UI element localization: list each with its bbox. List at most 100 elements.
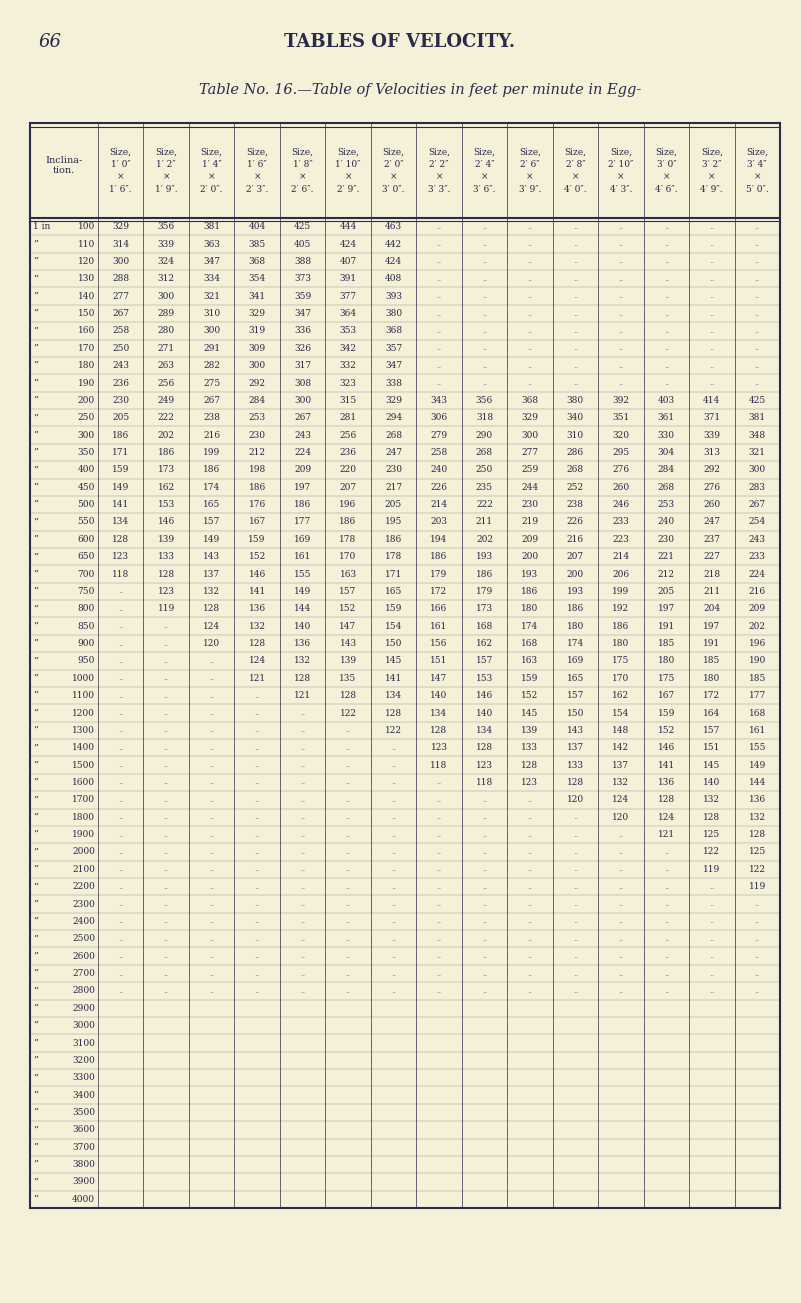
- Text: 186: 186: [203, 465, 220, 474]
- Text: 247: 247: [703, 517, 720, 526]
- Text: 284: 284: [248, 396, 266, 405]
- Text: ..: ..: [255, 934, 260, 943]
- Text: 317: 317: [294, 361, 311, 370]
- Text: 145: 145: [384, 657, 402, 666]
- Text: 243: 243: [112, 361, 129, 370]
- Text: ..: ..: [118, 622, 123, 631]
- Text: ”: ”: [33, 674, 38, 683]
- Text: 217: 217: [385, 482, 402, 491]
- Text: Size,
3′ 2″
×
4′ 9″.: Size, 3′ 2″ × 4′ 9″.: [701, 147, 723, 194]
- Text: 200: 200: [521, 552, 538, 562]
- Text: 292: 292: [703, 465, 720, 474]
- Text: 279: 279: [430, 430, 448, 439]
- Text: ..: ..: [527, 917, 533, 925]
- Text: ..: ..: [618, 258, 623, 266]
- Text: 140: 140: [476, 709, 493, 718]
- Text: ”: ”: [33, 1195, 38, 1204]
- Text: 124: 124: [612, 795, 630, 804]
- Text: ..: ..: [482, 848, 487, 856]
- Text: 230: 230: [658, 534, 674, 543]
- Text: 143: 143: [203, 552, 220, 562]
- Text: 153: 153: [158, 500, 175, 509]
- Text: ”: ”: [33, 1143, 38, 1152]
- Text: 2800: 2800: [72, 986, 95, 995]
- Text: ..: ..: [209, 744, 215, 752]
- Text: 3500: 3500: [72, 1108, 95, 1117]
- Text: 341: 341: [248, 292, 266, 301]
- Text: 174: 174: [521, 622, 538, 631]
- Text: 122: 122: [385, 726, 402, 735]
- Text: ..: ..: [527, 362, 533, 370]
- Text: Size,
1′ 10″
×
2′ 9″.: Size, 1′ 10″ × 2′ 9″.: [336, 147, 360, 194]
- Text: ..: ..: [618, 848, 623, 856]
- Text: 132: 132: [203, 586, 220, 595]
- Text: ..: ..: [755, 258, 760, 266]
- Text: ..: ..: [709, 379, 714, 387]
- Text: 173: 173: [158, 465, 175, 474]
- Text: ..: ..: [255, 692, 260, 700]
- Text: ..: ..: [527, 379, 533, 387]
- Text: 132: 132: [248, 622, 266, 631]
- Text: 159: 159: [384, 605, 402, 614]
- Text: ”: ”: [33, 309, 38, 318]
- Text: 408: 408: [385, 275, 402, 283]
- Text: 122: 122: [703, 847, 720, 856]
- Text: 128: 128: [203, 605, 220, 614]
- Text: 143: 143: [340, 638, 356, 648]
- Text: 381: 381: [749, 413, 766, 422]
- Text: 66: 66: [38, 33, 61, 51]
- Text: ..: ..: [391, 761, 396, 769]
- Text: 124: 124: [248, 657, 266, 666]
- Text: 227: 227: [703, 552, 720, 562]
- Text: 196: 196: [749, 638, 766, 648]
- Text: ..: ..: [209, 778, 215, 787]
- Text: ..: ..: [618, 379, 623, 387]
- Text: ..: ..: [300, 813, 305, 821]
- Text: ”: ”: [33, 257, 38, 266]
- Text: 388: 388: [294, 257, 311, 266]
- Text: ..: ..: [118, 986, 123, 995]
- Text: 122: 122: [749, 865, 766, 874]
- Text: ..: ..: [209, 865, 215, 873]
- Text: 119: 119: [703, 865, 720, 874]
- Text: 463: 463: [385, 223, 402, 231]
- Text: ..: ..: [118, 761, 123, 769]
- Text: ..: ..: [437, 778, 441, 787]
- Text: ..: ..: [118, 588, 123, 595]
- Text: 120: 120: [203, 638, 220, 648]
- Text: ..: ..: [163, 813, 169, 821]
- Text: 300: 300: [158, 292, 175, 301]
- Text: ..: ..: [300, 952, 305, 960]
- Text: 368: 368: [248, 257, 266, 266]
- Text: 300: 300: [78, 430, 95, 439]
- Text: ..: ..: [709, 310, 714, 318]
- Text: 124: 124: [203, 622, 220, 631]
- Text: 145: 145: [703, 761, 720, 770]
- Text: 300: 300: [749, 465, 766, 474]
- Text: 149: 149: [294, 586, 312, 595]
- Text: ..: ..: [118, 674, 123, 683]
- Text: ”: ”: [33, 795, 38, 804]
- Text: 1200: 1200: [72, 709, 95, 718]
- Text: 121: 121: [294, 691, 311, 700]
- Text: ..: ..: [163, 900, 169, 908]
- Text: 128: 128: [340, 691, 356, 700]
- Text: 353: 353: [340, 326, 356, 335]
- Text: ..: ..: [255, 744, 260, 752]
- Text: 267: 267: [203, 396, 220, 405]
- Text: ..: ..: [345, 796, 351, 804]
- Text: ..: ..: [755, 379, 760, 387]
- Text: ”: ”: [33, 465, 38, 474]
- Text: ..: ..: [255, 709, 260, 717]
- Text: ..: ..: [437, 900, 441, 908]
- Text: 253: 253: [248, 413, 266, 422]
- Text: 203: 203: [430, 517, 448, 526]
- Text: 277: 277: [112, 292, 129, 301]
- Text: ..: ..: [209, 761, 215, 769]
- Text: 186: 186: [612, 622, 630, 631]
- Text: ..: ..: [664, 327, 669, 335]
- Text: 260: 260: [703, 500, 720, 509]
- Text: ”: ”: [33, 709, 38, 718]
- Text: 136: 136: [658, 778, 675, 787]
- Text: ..: ..: [209, 830, 215, 839]
